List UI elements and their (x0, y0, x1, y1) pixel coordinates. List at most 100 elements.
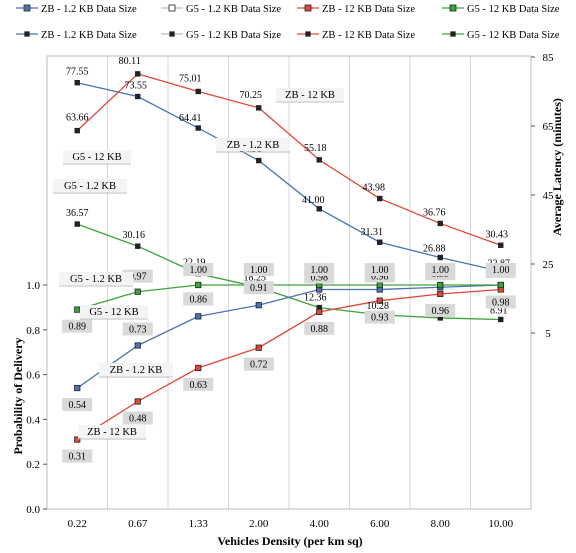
legend-marker (24, 31, 30, 37)
x-tick-label: 4.00 (310, 518, 330, 530)
left-tick-label: 0.0 (26, 504, 40, 516)
plot-frame (46, 55, 532, 510)
right-tick-label: 5 (545, 328, 551, 340)
data-point (256, 105, 262, 111)
data-label: 0.89 (69, 322, 87, 333)
left-tick-label: 1.0 (26, 280, 40, 292)
data-label-bg (62, 398, 93, 412)
data-point (255, 344, 262, 351)
data-point (134, 342, 141, 349)
annotation-bg (59, 272, 133, 285)
legend-label: G5 - 12 KB Data Size (467, 30, 560, 41)
annotation-bg (80, 305, 148, 318)
data-point (74, 306, 81, 313)
data-label: 1.00 (492, 265, 510, 276)
data-label-bg (304, 263, 335, 276)
annotation-label: ZB - 12 KB (285, 90, 335, 101)
data-point (377, 195, 383, 202)
data-label: 77.55 (66, 67, 89, 78)
annotations: ZB - 12 KB ZB - 1.2 KB G5 - 12 KB G5 - 1.2 … (53, 88, 344, 440)
data-label-bg (62, 449, 93, 463)
data-label: 0.72 (250, 360, 268, 371)
series-line (77, 284, 501, 311)
data-point (376, 281, 383, 289)
data-label: 1.00 (311, 265, 329, 276)
data-label: 0.63 (190, 380, 208, 391)
data-label: 0.73 (129, 324, 147, 335)
annotation-bg (99, 363, 173, 376)
data-label-bg (243, 263, 274, 276)
data-labels: 77.5573.5564.4154.9841.0031.3126.8822.87… (62, 56, 516, 463)
data-point (74, 80, 80, 86)
data-point (134, 288, 141, 295)
series-line (76, 73, 501, 246)
legend-marker (449, 4, 457, 12)
right-tick-label: 45 (543, 190, 555, 202)
data-label-bg (243, 281, 274, 295)
data-point (498, 316, 504, 323)
legend-marker (23, 4, 31, 12)
data-point (497, 281, 504, 289)
data-label: 18.25 (244, 272, 267, 283)
data-label-bg (122, 411, 153, 425)
x-axis-title: Vehicles Density (per km sq) (217, 534, 362, 548)
data-point (74, 127, 80, 134)
annotation-label: ZB - 12 KB (87, 427, 137, 438)
data-label-bg (62, 319, 93, 333)
data-point (195, 281, 202, 289)
annotation-label: G5 - 1.2 KB (70, 274, 122, 285)
data-label: 1.00 (190, 265, 208, 276)
data-point (134, 398, 141, 405)
data-label-bg (183, 377, 214, 391)
annotation-bg (78, 425, 146, 438)
data-label: 12.36 (304, 293, 327, 304)
data-label: 0.97 (129, 272, 147, 283)
data-point (74, 384, 81, 392)
annotation-bg (216, 138, 290, 151)
right-tick-label: 65 (543, 121, 555, 133)
data-label: 8.91 (490, 306, 508, 317)
series-line (77, 82, 501, 272)
data-point (316, 308, 323, 315)
data-label: 0.93 (371, 313, 389, 324)
data-label: 0.54 (69, 400, 87, 411)
legend-label: ZB - 1.2 KB Data Size (41, 30, 137, 41)
right-axis-title: Average Latency (minutes) (550, 98, 564, 236)
legend-label: G5 - 1.2 KB Data Size (186, 4, 281, 15)
data-label: 70.25 (240, 90, 263, 101)
data-label: 75.01 (179, 73, 202, 84)
data-label-bg (183, 263, 214, 276)
data-point (437, 254, 443, 261)
data-label: 0.98 (492, 297, 510, 308)
data-point (437, 290, 444, 298)
legend-marker (450, 31, 456, 37)
left-axis-title: Probability of Delivery (11, 337, 25, 454)
data-label: 55.18 (304, 143, 327, 154)
x-tick-label: 6.00 (370, 518, 390, 530)
x-tick-label: 10.00 (488, 518, 513, 530)
series-layer (74, 71, 504, 443)
data-point (316, 206, 322, 212)
data-label: 64.41 (179, 113, 202, 124)
legend-label: ZB - 1.2 KB Data Size (41, 4, 137, 15)
data-label: 1.00 (432, 265, 450, 276)
x-tick-label: 1.33 (189, 518, 209, 530)
data-label-bg (364, 263, 395, 276)
data-label-bg (425, 303, 456, 317)
data-label: 0.86 (190, 294, 208, 305)
data-label: 0.31 (69, 452, 87, 463)
grid (46, 55, 532, 510)
data-label: 41.00 (302, 195, 325, 206)
annotation-label: G5 - 12 KB (72, 152, 121, 163)
x-tick-label: 2.00 (249, 518, 269, 530)
data-point (195, 364, 202, 371)
data-point (195, 125, 201, 131)
data-label: 0.48 (129, 413, 147, 424)
data-label: 1.00 (250, 265, 268, 276)
data-label-bg (122, 322, 153, 336)
data-point (135, 243, 141, 249)
legend-label: G5 - 1.2 KB Data Size (186, 30, 281, 41)
data-label: 30.16 (123, 230, 146, 241)
data-point (135, 93, 141, 100)
